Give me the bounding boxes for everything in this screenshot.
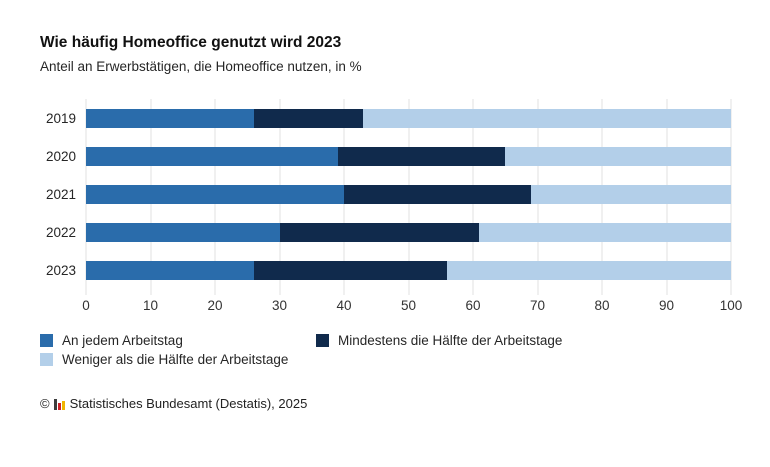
bar-segment-series1 bbox=[86, 260, 254, 280]
x-tick-label: 10 bbox=[142, 298, 159, 313]
infographic-page: Wie häufig Homeoffice genutzt wird 2023 … bbox=[0, 34, 770, 467]
legend-label: Mindestens die Hälfte der Arbeitstage bbox=[338, 333, 563, 348]
bar-segment-series2 bbox=[279, 222, 480, 242]
stacked-bar-2022 bbox=[86, 222, 731, 242]
source-text: Statistisches Bundesamt (Destatis), 2025 bbox=[69, 396, 308, 411]
x-tick-label: 90 bbox=[658, 298, 675, 313]
bar-row bbox=[86, 251, 731, 289]
gridline bbox=[730, 99, 732, 295]
source-line: © Statistisches Bundesamt (Destatis), 20… bbox=[40, 396, 730, 411]
bar-segment-series1 bbox=[86, 222, 280, 242]
bar-segment-series2 bbox=[253, 108, 364, 128]
legend-label: An jedem Arbeitstag bbox=[62, 333, 183, 348]
legend-swatch-icon bbox=[316, 334, 329, 347]
stacked-bar-2023 bbox=[86, 260, 731, 280]
bar-segment-series2 bbox=[344, 184, 532, 204]
bar-segment-series3 bbox=[479, 222, 731, 242]
logo-bar-black bbox=[53, 398, 57, 410]
bar-row bbox=[86, 137, 731, 175]
x-axis-spacer bbox=[40, 289, 76, 316]
copyright-symbol: © bbox=[40, 396, 50, 411]
stacked-bar-2021 bbox=[86, 184, 731, 204]
x-tick-label: 100 bbox=[719, 298, 743, 313]
bar-segment-series3 bbox=[505, 146, 731, 166]
legend-item-series1: An jedem Arbeitstag bbox=[40, 333, 316, 348]
stacked-bar-2019 bbox=[86, 108, 731, 128]
year-label: 2021 bbox=[45, 186, 76, 202]
bar-segment-series2 bbox=[253, 260, 448, 280]
x-tick-label: 40 bbox=[336, 298, 352, 313]
year-label: 2019 bbox=[45, 110, 76, 126]
stacked-bar-2020 bbox=[86, 146, 731, 166]
legend-label: Weniger als die Hälfte der Arbeitstage bbox=[62, 352, 289, 367]
bar-segment-series3 bbox=[363, 108, 731, 128]
chart-subtitle: Anteil an Erwerbstätigen, die Homeoffice… bbox=[40, 59, 362, 74]
bar-segment-series3 bbox=[447, 260, 731, 280]
logo-bar-red bbox=[57, 402, 61, 410]
bar-segment-series3 bbox=[531, 184, 731, 204]
x-tick-label: 30 bbox=[271, 298, 288, 313]
x-tick-label: 0 bbox=[82, 298, 90, 313]
x-tick-label: 70 bbox=[529, 298, 546, 313]
bar-segment-series2 bbox=[337, 146, 506, 166]
x-tick-label: 50 bbox=[400, 298, 417, 313]
legend: An jedem Arbeitstag Mindestens die Hälfte… bbox=[40, 333, 730, 367]
stacked-bar-chart: 2019 2020 2021 2022 2023 0 10 20 30 40 50 60 70 80 90… bbox=[40, 99, 742, 316]
bar-row bbox=[86, 99, 731, 137]
legend-item-series2: Mindestens die Hälfte der Arbeitstage bbox=[316, 333, 730, 348]
y-axis-labels: 2019 2020 2021 2022 2023 bbox=[40, 99, 76, 289]
logo-bar-gold bbox=[61, 400, 65, 410]
legend-swatch-icon bbox=[40, 334, 53, 347]
bar-segment-series1 bbox=[86, 184, 344, 204]
x-tick-label: 20 bbox=[207, 298, 223, 313]
legend-swatch-icon bbox=[40, 353, 53, 366]
bar-row bbox=[86, 213, 731, 251]
plot-area bbox=[85, 99, 732, 295]
year-label: 2020 bbox=[45, 148, 76, 164]
bar-row bbox=[86, 175, 731, 213]
x-tick-label: 60 bbox=[465, 298, 481, 313]
year-label: 2023 bbox=[45, 262, 76, 278]
year-label: 2022 bbox=[45, 224, 76, 240]
destatis-bar-chart-icon bbox=[53, 398, 65, 410]
x-axis-labels: 0 10 20 30 40 50 60 70 80 90 100 bbox=[82, 298, 742, 316]
x-tick-label: 80 bbox=[594, 298, 610, 313]
chart-title: Wie häufig Homeoffice genutzt wird 2023 bbox=[40, 34, 342, 51]
bar-segment-series1 bbox=[86, 108, 254, 128]
bar-segment-series1 bbox=[86, 146, 338, 166]
legend-item-series3: Weniger als die Hälfte der Arbeitstage bbox=[40, 352, 316, 367]
